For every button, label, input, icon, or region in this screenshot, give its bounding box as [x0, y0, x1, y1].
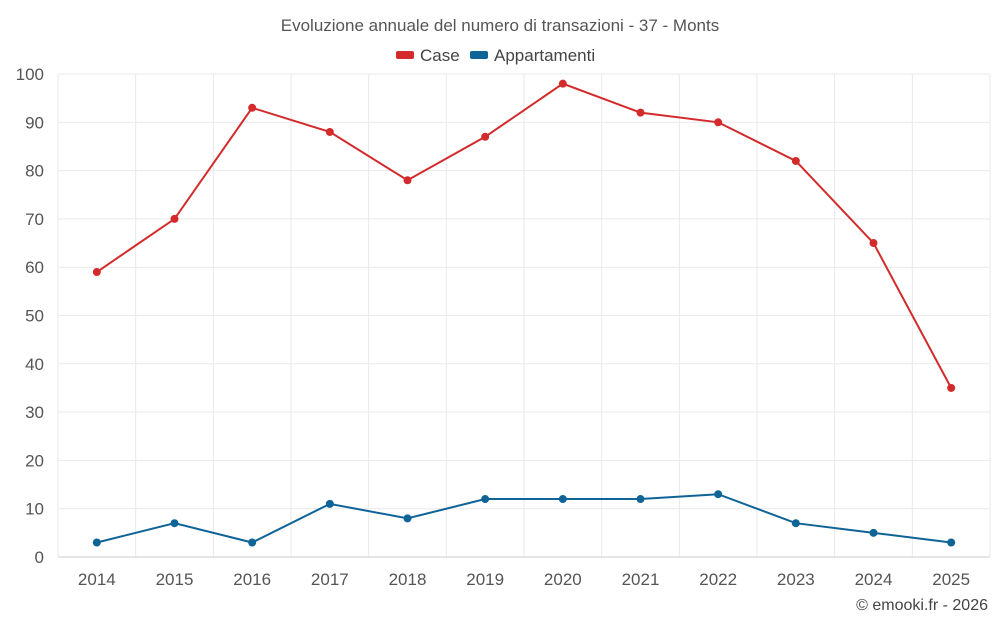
x-axis: 2014 2015 2016 2017 2018 2019 2020 2021 2022 2023…: [78, 570, 970, 589]
data-point[interactable]: [403, 176, 412, 185]
data-point[interactable]: [481, 132, 490, 141]
data-point[interactable]: [325, 499, 334, 508]
legend-swatch: [396, 51, 414, 59]
x-tick-label: 2016: [233, 570, 271, 589]
data-point[interactable]: [714, 490, 723, 499]
data-point[interactable]: [791, 519, 800, 528]
data-point[interactable]: [170, 519, 179, 528]
y-tick-label: 0: [35, 548, 44, 567]
chart-title: Evoluzione annuale del numero di transaz…: [281, 16, 719, 35]
y-axis: 0 10 20 30 40 50 60 70 80 90 100: [16, 65, 44, 567]
data-point[interactable]: [92, 268, 101, 277]
x-tick-label: 2023: [777, 570, 815, 589]
data-point[interactable]: [248, 538, 257, 547]
data-point[interactable]: [869, 239, 878, 248]
y-tick-label: 70: [25, 210, 44, 229]
x-tick-label: 2015: [156, 570, 194, 589]
y-tick-label: 20: [25, 451, 44, 470]
series-line: [96, 82, 953, 389]
grid: [57, 73, 991, 558]
y-tick-label: 80: [25, 162, 44, 181]
data-point[interactable]: [92, 538, 101, 547]
series-case: [92, 79, 956, 392]
data-point[interactable]: [947, 538, 956, 547]
data-point[interactable]: [791, 156, 800, 165]
y-tick-label: 30: [25, 403, 44, 422]
data-point[interactable]: [558, 495, 567, 504]
x-tick-label: 2018: [389, 570, 427, 589]
y-tick-label: 90: [25, 113, 44, 132]
legend-item[interactable]: Appartamenti: [470, 46, 595, 65]
data-point[interactable]: [947, 383, 956, 392]
data-point[interactable]: [248, 103, 257, 112]
series-appartamenti: [92, 490, 956, 547]
legend-label: Case: [420, 46, 460, 65]
x-tick-label: 2022: [699, 570, 737, 589]
data-point[interactable]: [481, 495, 490, 504]
x-tick-label: 2021: [622, 570, 660, 589]
data-point[interactable]: [869, 528, 878, 537]
data-point[interactable]: [403, 514, 412, 523]
x-tick-label: 2020: [544, 570, 582, 589]
y-tick-label: 50: [25, 307, 44, 326]
data-point[interactable]: [714, 118, 723, 127]
x-tick-label: 2017: [311, 570, 349, 589]
y-tick-label: 40: [25, 355, 44, 374]
x-tick-label: 2024: [855, 570, 893, 589]
x-tick-label: 2025: [932, 570, 970, 589]
data-point[interactable]: [636, 495, 645, 504]
x-tick-label: 2014: [78, 570, 116, 589]
data-point[interactable]: [325, 127, 334, 136]
y-tick-label: 60: [25, 258, 44, 277]
series-line: [96, 493, 952, 544]
data-point[interactable]: [170, 214, 179, 223]
legend-label: Appartamenti: [494, 46, 595, 65]
series: [92, 79, 956, 547]
data-point[interactable]: [636, 108, 645, 117]
y-tick-label: 100: [16, 65, 44, 84]
credit-text: © emooki.fr - 2026: [856, 597, 988, 614]
y-tick-label: 10: [25, 500, 44, 519]
legend-swatch: [470, 51, 488, 59]
data-point[interactable]: [558, 79, 567, 88]
legend-item[interactable]: Case: [396, 46, 460, 65]
x-tick-label: 2019: [466, 570, 504, 589]
legend: Case Appartamenti: [396, 46, 595, 65]
